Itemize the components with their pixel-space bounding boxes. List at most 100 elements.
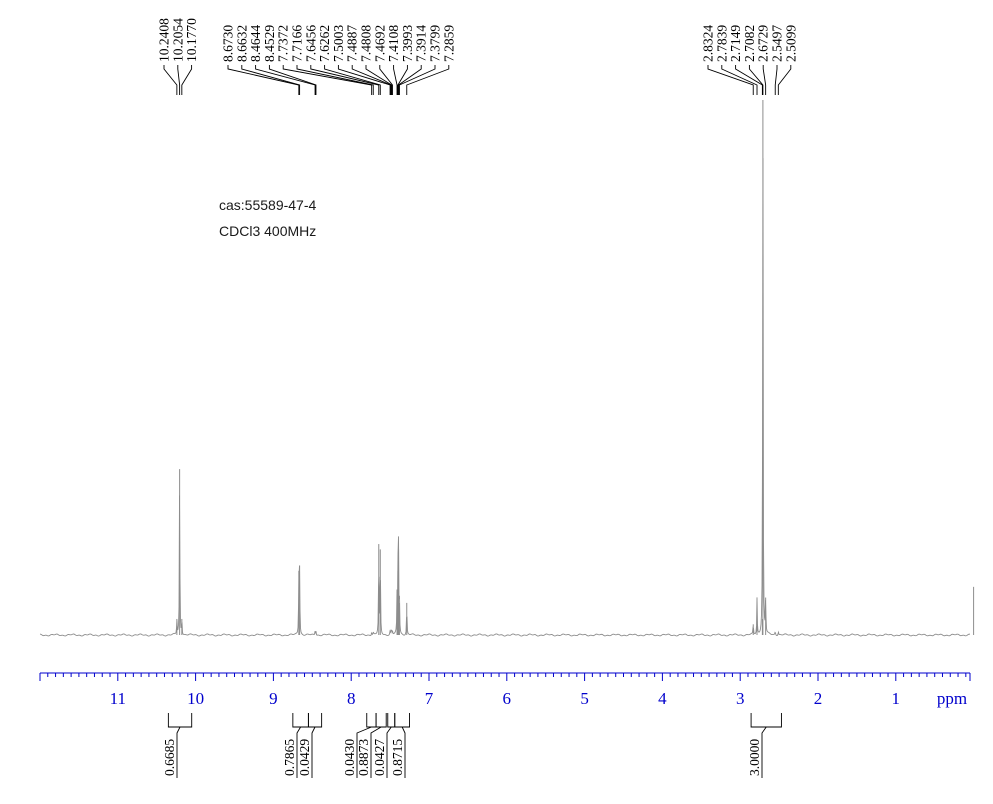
peak-label-connector	[777, 65, 792, 95]
peak-label: 2.7839	[714, 25, 729, 62]
peak-label: 7.6456	[303, 25, 318, 62]
peak-label: 7.5003	[331, 25, 346, 62]
integral-bracket	[366, 713, 377, 728]
integral-value: 3.0000	[747, 739, 762, 776]
integral-value: 0.0430	[342, 739, 357, 776]
peak-label-connector	[351, 65, 392, 95]
peak-label-connector	[181, 65, 193, 95]
peak-label-connector	[227, 65, 300, 95]
peak-label: 7.4887	[345, 25, 360, 62]
peak-label-connector	[379, 65, 393, 95]
peak-label-connector	[163, 65, 178, 95]
peak-label: 2.5497	[770, 25, 785, 62]
peak-label: 7.3993	[400, 25, 415, 62]
peak-label-connector	[762, 65, 767, 95]
peak-label: 7.2859	[441, 25, 456, 62]
peak-label-connector	[177, 65, 181, 95]
integral-value: 0.0429	[297, 739, 312, 776]
peak-label-connector	[721, 65, 758, 95]
peak-label: 2.6729	[756, 25, 771, 62]
integral-connector	[401, 726, 406, 778]
peak-label-connector	[310, 65, 380, 95]
peak-label-connector	[324, 65, 381, 95]
integral-connector	[761, 726, 767, 778]
tick-label: 4	[658, 689, 667, 708]
peak-label-connector	[241, 65, 301, 95]
integral-connector	[176, 726, 181, 778]
integral-bracket	[750, 713, 782, 728]
tick-label: 8	[347, 689, 356, 708]
peak-label: 7.4808	[359, 25, 374, 62]
peak-label-connector	[735, 65, 763, 95]
integral-bracket	[394, 713, 410, 728]
integral-connector	[296, 726, 302, 778]
integral-connector	[356, 726, 372, 778]
peak-label-connector	[748, 65, 764, 95]
integral-connector	[311, 726, 316, 778]
peak-label: 7.6262	[317, 25, 332, 62]
solvent-frequency-text: CDCl3 400MHz	[219, 223, 316, 239]
peak-label: 10.1770	[184, 18, 199, 62]
tick-label: 9	[269, 689, 278, 708]
peak-label-connector	[774, 65, 778, 95]
integral-bracket	[292, 713, 309, 728]
integral-bracket	[375, 713, 387, 728]
peak-label: 2.8324	[701, 25, 716, 62]
integral-bracket	[387, 713, 396, 728]
integrals-layer: 0.6685 0.7865 0.0429 0.0430 0.8873 0.0427 0.87…	[162, 713, 782, 778]
peak-label-connector	[707, 65, 754, 95]
integral-value: 0.6685	[162, 739, 177, 776]
tick-label: 7	[425, 689, 434, 708]
peak-label: 8.6730	[221, 25, 236, 62]
peak-label-connector	[397, 65, 408, 95]
peak-label: 7.4692	[372, 25, 387, 62]
peak-label: 8.4644	[248, 25, 263, 62]
peak-label-connector	[406, 65, 450, 95]
tick-label: 5	[580, 689, 589, 708]
sample-info: cas:55589-47-4 CDCl3 400MHz	[219, 197, 317, 239]
integral-connector	[386, 726, 392, 778]
integral-connector	[370, 726, 382, 778]
tick-label: 6	[503, 689, 512, 708]
peak-label-connector	[337, 65, 391, 95]
peak-label-connector	[398, 65, 436, 95]
tick-label: 1	[892, 689, 901, 708]
tick-label: 3	[736, 689, 745, 708]
peak-label-connector	[365, 65, 393, 95]
axis-unit-label: ppm	[937, 689, 967, 708]
peak-label: 8.4529	[262, 25, 277, 62]
peak-label: 7.4108	[386, 25, 401, 62]
peak-label-connector	[255, 65, 316, 95]
tick-label: 2	[814, 689, 823, 708]
peak-label-connector	[296, 65, 374, 95]
peak-label-connector	[398, 65, 422, 95]
peak-label: 10.2408	[157, 18, 172, 62]
peak-label: 10.2054	[170, 18, 185, 62]
peak-label: 8.6632	[234, 25, 249, 62]
peak-label: 2.7149	[728, 25, 743, 62]
sample-id-text: cas:55589-47-4	[219, 197, 317, 213]
peak-label: 7.3914	[414, 25, 429, 62]
spectrum-trace	[39, 158, 971, 637]
peak-label: 7.7166	[290, 25, 305, 62]
integral-value: 0.8873	[356, 739, 371, 776]
integral-bracket	[307, 713, 323, 728]
peak-label: 7.7372	[276, 25, 291, 62]
peak-label-connector	[282, 65, 373, 95]
peak-label: 2.7082	[742, 25, 757, 62]
peak-label: 2.5099	[783, 25, 798, 62]
peak-label-connector	[393, 65, 398, 95]
integral-value: 0.8715	[390, 739, 405, 776]
tick-label: 10	[187, 689, 204, 708]
integral-value: 0.0427	[372, 739, 387, 776]
integral-bracket	[167, 713, 193, 728]
spectrum-trace-layer	[39, 100, 975, 637]
tick-label: 11	[110, 689, 126, 708]
ppm-axis: 11 10 9 8 7 6 5 4 3 2 1 ppm	[39, 672, 971, 708]
peak-label: 7.3799	[428, 25, 443, 62]
peak-label-connector	[268, 65, 317, 95]
integral-value: 0.7865	[282, 739, 297, 776]
